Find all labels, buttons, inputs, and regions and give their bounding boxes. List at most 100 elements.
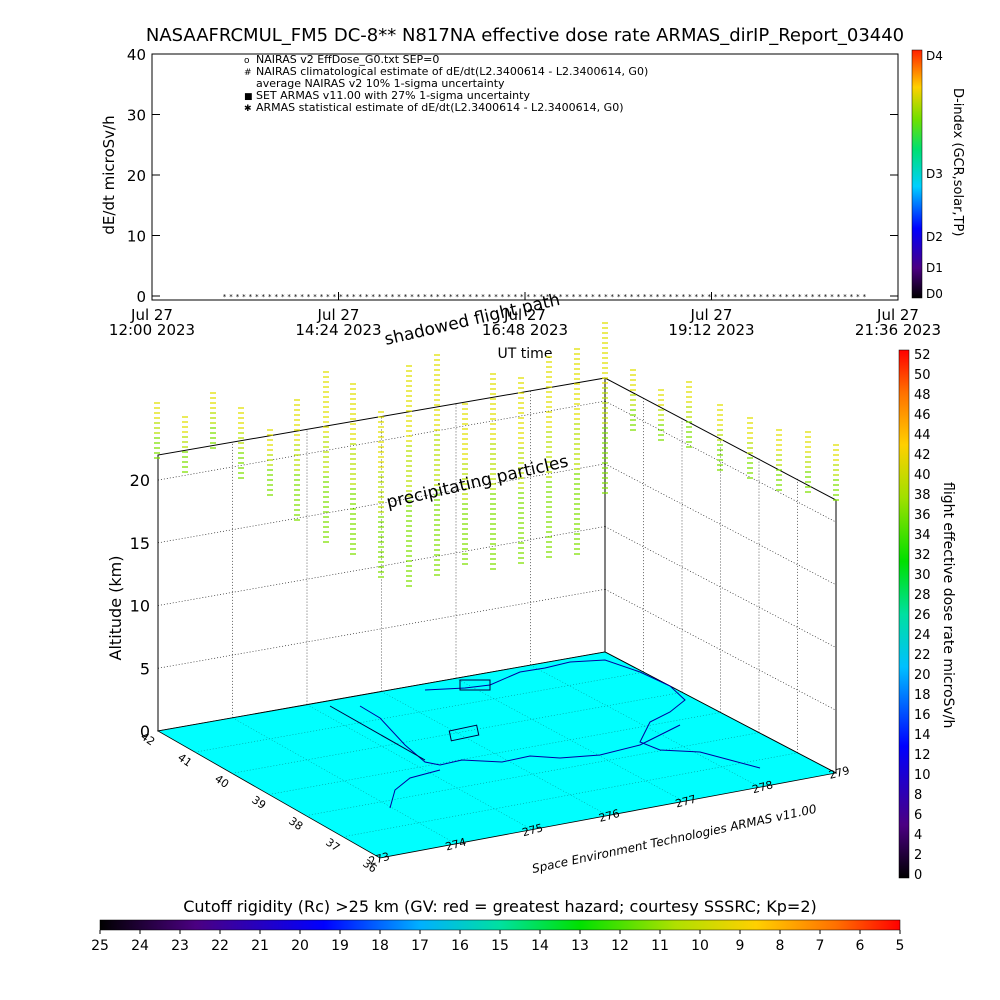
series-point: *	[274, 293, 278, 301]
rc-tick-label: 17	[411, 938, 429, 954]
ts-xtick-date: Jul 27	[130, 306, 173, 324]
series-point: *	[604, 293, 608, 301]
dose-colorbar-tick-label: 42	[914, 448, 931, 463]
series-point: *	[307, 293, 311, 301]
dose-colorbar-tick-label: 8	[914, 788, 922, 803]
series-point: *	[346, 293, 350, 301]
series-point: *	[630, 293, 634, 301]
series-point: *	[791, 293, 795, 301]
grid-line-left-wall	[157, 400, 606, 481]
series-point: *	[714, 293, 718, 301]
dose-colorbar-tick-label: 16	[914, 708, 931, 723]
longitude-tick-label: 275	[521, 821, 545, 839]
series-point: *	[688, 293, 692, 301]
series-point: *	[514, 293, 518, 301]
series-point: *	[236, 293, 240, 301]
timeseries-legend: o NAIRAS v2 EffDose_G0.txt SEP=0 # NAIRAS c…	[244, 53, 648, 114]
timeseries-ylabel: dE/dt microSv/h	[100, 115, 118, 234]
series-point: *	[817, 293, 821, 301]
region-box	[459, 679, 491, 691]
ground-grid-line	[530, 664, 761, 788]
dose-colorbar-tick-label: 0	[914, 868, 922, 883]
latitude-tick-label: 37	[323, 836, 342, 855]
series-point: *	[675, 293, 679, 301]
series-point: *	[830, 293, 834, 301]
dindex-ticks: D0 D1 D2 D3 D4	[926, 49, 943, 301]
grid-line-right-wall	[604, 526, 837, 648]
timeseries-yticks: 0 10 20 30 40	[127, 46, 898, 306]
series-point: *	[824, 293, 828, 301]
series-point: *	[262, 293, 266, 301]
altitude-tick-label: 0	[140, 722, 150, 741]
series-point: *	[772, 293, 776, 301]
series-point: *	[843, 293, 847, 301]
ts-ytick-label: 30	[127, 107, 146, 125]
series-point: *	[546, 293, 550, 301]
series-point: *	[552, 293, 556, 301]
rc-tick-label: 12	[611, 938, 629, 954]
dose-colorbar-tick-label: 28	[914, 588, 931, 603]
series-point: *	[617, 293, 621, 301]
altitude-ticks: 0 5 10 15 20	[130, 471, 150, 741]
timeseries-series: * * * * * * * * * * * * * * * * * * * * * * * * * * * * * * * * * * * * * * * *…	[223, 293, 867, 301]
dose-colorbar-tick-label: 38	[914, 488, 931, 503]
dose-colorbar-tick-label: 36	[914, 508, 931, 523]
series-point: *	[333, 293, 337, 301]
series-point: *	[682, 293, 686, 301]
dose-colorbar-tick-label: 44	[914, 428, 931, 443]
dose-colorbar-tick-label: 40	[914, 468, 931, 483]
series-point: *	[468, 293, 472, 301]
rc-tick-label: 18	[371, 938, 389, 954]
rc-tick-label: 6	[856, 938, 865, 954]
ts-ytick-label: 40	[127, 46, 146, 64]
series-point: *	[378, 293, 382, 301]
series-point: *	[727, 293, 731, 301]
series-point: *	[462, 293, 466, 301]
annotation-precipitating-particles: precipitating particles	[385, 452, 571, 513]
series-point: *	[313, 293, 317, 301]
series-point: *	[669, 293, 673, 301]
rc-tick-label: 24	[131, 938, 149, 954]
series-point: *	[481, 293, 485, 301]
series-point: *	[443, 293, 447, 301]
series-point: *	[578, 293, 582, 301]
rc-tick-label: 15	[491, 938, 509, 954]
dindex-colorbar-bar	[911, 49, 923, 299]
series-point: *	[863, 293, 867, 301]
dose-colorbar-tick-label: 34	[914, 528, 931, 543]
dose-columns	[154, 322, 839, 587]
rc-tick-label: 8	[776, 938, 785, 954]
ts-xtick-time: 16:48 2023	[482, 321, 568, 339]
dose-colorbar-tick-label: 14	[914, 728, 931, 743]
series-point: *	[507, 293, 511, 301]
ts-xtick-time: 12:00 2023	[109, 321, 195, 339]
series-point: *	[837, 293, 841, 301]
series-point: *	[856, 293, 860, 301]
series-point: *	[779, 293, 783, 301]
latitude-tick-label: 40	[212, 772, 231, 791]
series-point: *	[520, 293, 524, 301]
series-point: *	[365, 293, 369, 301]
latitude-tick-label: 39	[249, 793, 268, 812]
ts-xtick-date: Jul 27	[690, 306, 733, 324]
series-point: *	[662, 293, 666, 301]
series-point: *	[423, 293, 427, 301]
series-point: *	[397, 293, 401, 301]
rc-tick-label: 13	[571, 938, 589, 954]
ground-grid-line	[455, 678, 685, 802]
rc-tick-label: 9	[736, 938, 745, 954]
border-line	[389, 769, 441, 809]
altitude-tick-label: 20	[130, 471, 150, 490]
grid-line-right-wall	[604, 400, 837, 523]
longitude-tick-label: 276	[597, 807, 621, 825]
ts-xtick-date: Jul 27	[876, 306, 919, 324]
legend-symbol: #	[244, 68, 252, 78]
legend-symbol: ■	[244, 92, 253, 102]
series-point: *	[384, 293, 388, 301]
series-point: *	[707, 293, 711, 301]
dose-colorbar-bar	[898, 349, 910, 879]
rc-colorbar-label: Cutoff rigidity (Rc) >25 km (GV: red = g…	[183, 897, 817, 916]
rc-tick-label: 11	[651, 938, 669, 954]
series-point: *	[410, 293, 414, 301]
